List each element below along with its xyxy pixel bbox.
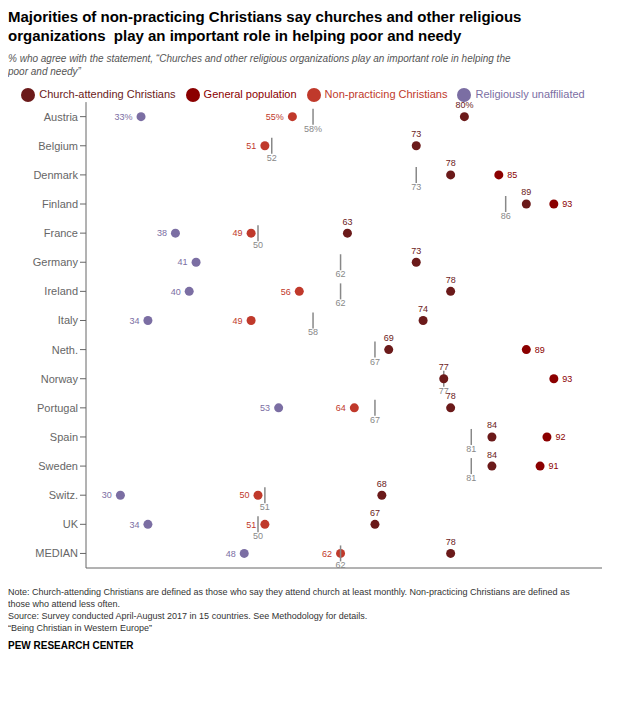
html-text:Religiously unaffiliated: Religiously unaffiliated [475,87,585,100]
svg-text:Belgium: Belgium [38,139,78,151]
svg-text:89: 89 [521,187,531,197]
html-text:those who attend less often.: those who attend less often. [8,598,121,609]
html-text:Majorities of non-practicing C: Majorities of non-practicing Christians … [8,8,522,44]
svg-text:Ireland: Ireland [44,285,78,297]
svg-text:73: 73 [411,129,421,139]
svg-text:67: 67 [370,414,380,424]
svg-text:62: 62 [336,298,346,308]
svg-text:78: 78 [446,274,456,284]
svg-text:Sweden: Sweden [38,459,78,471]
svg-text:77: 77 [438,385,449,396]
html-text:General population: General population [203,87,297,100]
svg-text:France: France [44,227,78,239]
svg-text:41: 41 [178,257,188,267]
svg-text:58: 58 [308,327,318,337]
svg-text:92: 92 [555,432,565,442]
svg-text:51: 51 [246,519,256,529]
html-text:Source: Survey conducted April: Source: Survey conducted April-August 20… [8,610,368,621]
svg-text:MEDIAN: MEDIAN [35,547,78,559]
svg-text:52: 52 [267,152,277,162]
html-text:% who agree with the statement: % who agree with the statement, “Churche… [8,52,511,77]
html-text:PEW RESEARCH CENTER: PEW RESEARCH CENTER [8,640,134,652]
svg-text:Denmark: Denmark [33,168,78,180]
svg-text:49: 49 [233,315,243,325]
svg-text:30: 30 [102,490,112,500]
svg-text:56: 56 [281,286,291,296]
html-text:“Being Christian in Western Eu: “Being Christian in Western Europe” [8,622,152,633]
html-text:Note: Church-attending Christi: Note: Church-attending Christians are de… [8,586,570,597]
svg-text:64: 64 [336,403,346,413]
svg-text:63: 63 [342,216,352,226]
svg-text:38: 38 [157,228,167,238]
svg-text:Finland: Finland [42,197,78,209]
svg-text:Norway: Norway [41,372,79,384]
svg-text:74: 74 [418,303,428,313]
svg-text:93: 93 [562,373,572,383]
svg-text:89: 89 [535,344,545,354]
svg-text:58%: 58% [304,123,322,133]
svg-text:51: 51 [260,502,270,512]
svg-text:69: 69 [384,333,394,343]
svg-text:50: 50 [253,240,263,250]
svg-text:Germany: Germany [33,256,79,268]
svg-text:49: 49 [233,228,243,238]
svg-text:33%: 33% [115,111,133,121]
svg-text:84: 84 [487,449,497,459]
svg-text:50: 50 [253,531,263,541]
svg-text:68: 68 [377,478,387,488]
svg-text:UK: UK [63,518,79,530]
html-text:Church-attending Christians: Church-attending Christians [39,87,176,100]
svg-text:Italy: Italy [58,314,79,326]
svg-text:81: 81 [466,443,476,453]
svg-text:51: 51 [246,140,256,150]
svg-text:62: 62 [322,548,332,558]
svg-text:62: 62 [336,269,346,279]
svg-text:55%: 55% [266,111,284,121]
svg-text:34: 34 [129,315,139,325]
svg-text:81: 81 [466,472,476,482]
svg-text:Switz.: Switz. [49,489,78,501]
svg-text:Spain: Spain [50,430,78,442]
svg-text:73: 73 [411,181,421,191]
html-text:Non-practicing Christians: Non-practicing Christians [324,87,448,100]
svg-text:67: 67 [370,356,380,366]
svg-text:85: 85 [507,170,517,180]
svg-text:73: 73 [411,245,421,255]
svg-text:78: 78 [446,158,456,168]
svg-text:40: 40 [171,286,181,296]
svg-text:Portugal: Portugal [37,401,78,413]
svg-text:86: 86 [501,210,511,220]
svg-text:53: 53 [260,403,270,413]
svg-text:80%: 80% [455,100,473,110]
svg-text:48: 48 [226,548,236,558]
svg-text:78: 78 [446,536,456,546]
svg-text:62: 62 [336,560,346,570]
svg-text:Austria: Austria [44,110,79,122]
svg-text:34: 34 [129,519,139,529]
svg-text:50: 50 [239,490,249,500]
svg-text:67: 67 [370,507,380,517]
svg-text:84: 84 [487,420,497,430]
svg-text:93: 93 [562,199,572,209]
svg-text:77: 77 [439,362,449,372]
svg-text:Neth.: Neth. [52,343,78,355]
svg-text:78: 78 [446,391,456,401]
svg-text:91: 91 [549,461,559,471]
